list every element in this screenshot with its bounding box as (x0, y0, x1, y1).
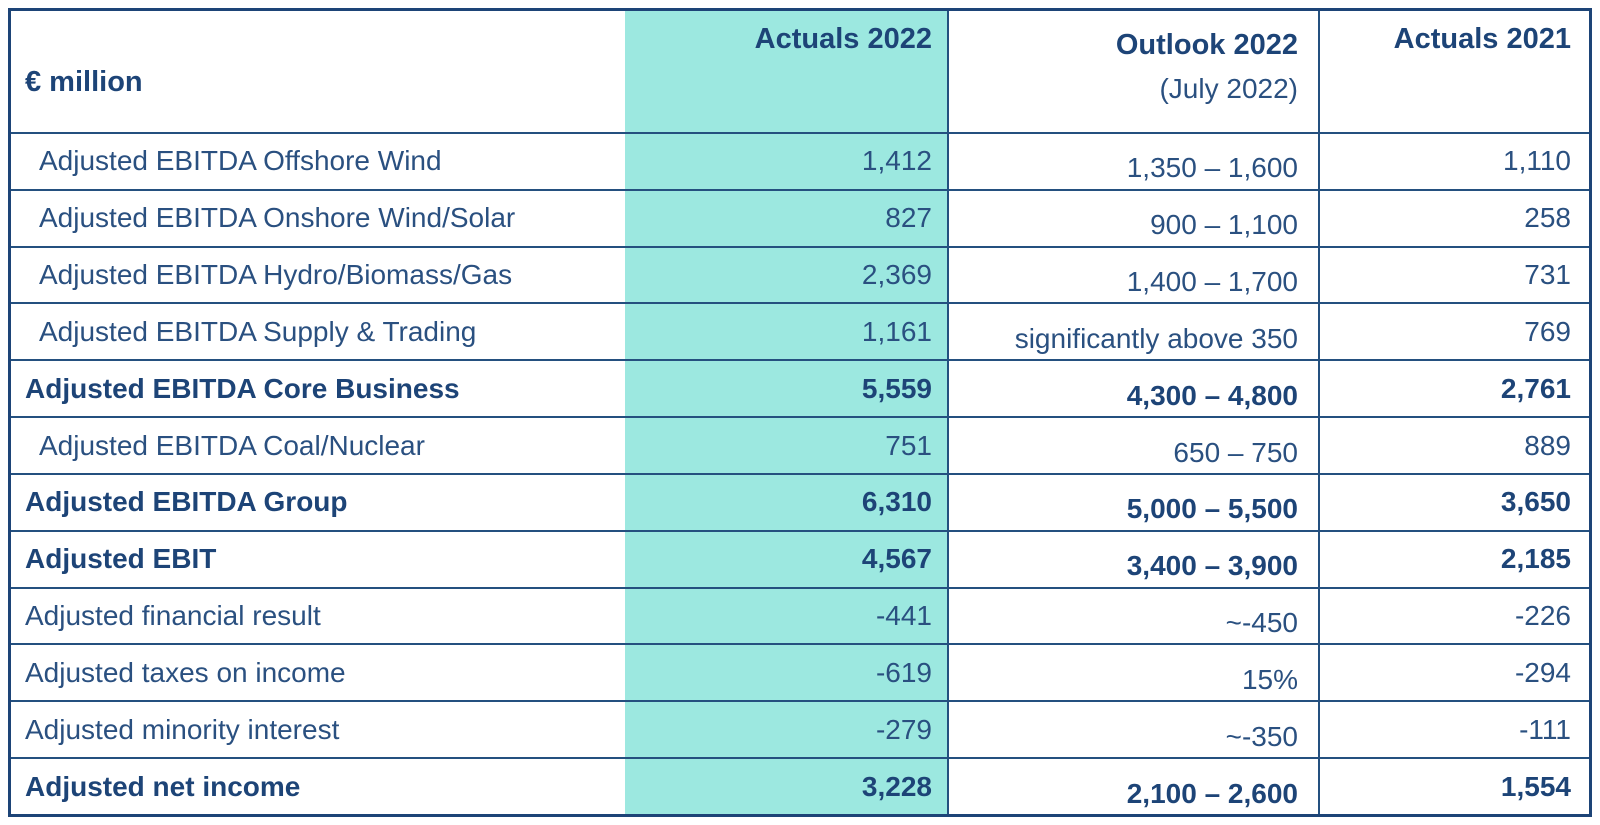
actuals-2021-value: 889 (1318, 416, 1589, 473)
actuals-2021-value: 3,650 (1318, 472, 1589, 530)
outlook-2022-value: 3,400 – 3,900 (947, 529, 1318, 587)
actuals-2021-value: 769 (1318, 302, 1589, 360)
outlook-2022-value: 1,400 – 1,700 (947, 245, 1318, 303)
header-actuals-2021: Actuals 2021 (1318, 11, 1589, 132)
actuals-2022-value: 1,161 (625, 302, 947, 360)
outlook-2022-value: ~-450 (947, 586, 1318, 644)
actuals-2022-value: 6,310 (625, 472, 947, 530)
row-label: Adjusted EBITDA Coal/Nuclear (11, 416, 625, 473)
row-label: Adjusted EBITDA Hydro/Biomass/Gas (11, 245, 625, 303)
actuals-2022-value: 3,228 (625, 757, 947, 814)
row-label: Adjusted minority interest (11, 700, 625, 757)
outlook-2022-value: 15% (947, 643, 1318, 701)
actuals-2022-value: -441 (625, 586, 947, 644)
outlook-2022-value: 2,100 – 2,600 (947, 757, 1318, 814)
actuals-2022-value: 751 (625, 416, 947, 473)
header-unit-label: € million (25, 66, 143, 98)
actuals-2022-value: 827 (625, 188, 947, 246)
actuals-2022-value: 2,369 (625, 245, 947, 303)
actuals-2021-value: 258 (1318, 188, 1589, 246)
row-label: Adjusted net income (11, 757, 625, 814)
header-outlook-2022-sublabel: (July 2022) (1159, 73, 1298, 104)
outlook-2022-value: 4,300 – 4,800 (947, 359, 1318, 417)
actuals-2022-value: -279 (625, 700, 947, 758)
actuals-2021-value: -226 (1318, 586, 1589, 644)
outlook-2022-value: 900 – 1,100 (947, 188, 1318, 246)
header-actuals-2022: Actuals 2022 (625, 11, 947, 132)
actuals-2021-value: 2,761 (1318, 359, 1589, 417)
row-label: Adjusted EBIT (11, 529, 625, 587)
actuals-2022-value: -619 (625, 643, 947, 701)
row-label: Adjusted taxes on income (11, 643, 625, 700)
financial-results-table: € million Actuals 2022 Outlook 2022 (Jul… (8, 8, 1592, 817)
actuals-2021-value: -294 (1318, 643, 1589, 701)
row-label: Adjusted EBITDA Offshore Wind (11, 132, 625, 189)
outlook-2022-value: 5,000 – 5,500 (947, 472, 1318, 530)
header-outlook-2022: Outlook 2022 (July 2022) (947, 11, 1318, 132)
actuals-2021-value: 731 (1318, 245, 1589, 303)
row-label: Adjusted EBITDA Onshore Wind/Solar (11, 188, 625, 246)
row-label: Adjusted financial result (11, 586, 625, 644)
row-label: Adjusted EBITDA Group (11, 472, 625, 530)
actuals-2022-value: 5,559 (625, 359, 947, 417)
outlook-2022-value: significantly above 350 (947, 302, 1318, 360)
outlook-2022-value: 1,350 – 1,600 (947, 132, 1318, 189)
row-label: Adjusted EBITDA Core Business (11, 359, 625, 416)
outlook-2022-value: ~-350 (947, 700, 1318, 758)
actuals-2021-value: 1,110 (1318, 132, 1589, 189)
outlook-2022-value: 650 – 750 (947, 416, 1318, 473)
actuals-2022-value: 4,567 (625, 529, 947, 587)
actuals-2021-value: 2,185 (1318, 529, 1589, 587)
row-label: Adjusted EBITDA Supply & Trading (11, 302, 625, 359)
actuals-2021-value: -111 (1318, 700, 1589, 758)
actuals-2022-value: 1,412 (625, 132, 947, 189)
actuals-2021-value: 1,554 (1318, 757, 1589, 814)
header-outlook-2022-label: Outlook 2022 (1115, 29, 1298, 61)
